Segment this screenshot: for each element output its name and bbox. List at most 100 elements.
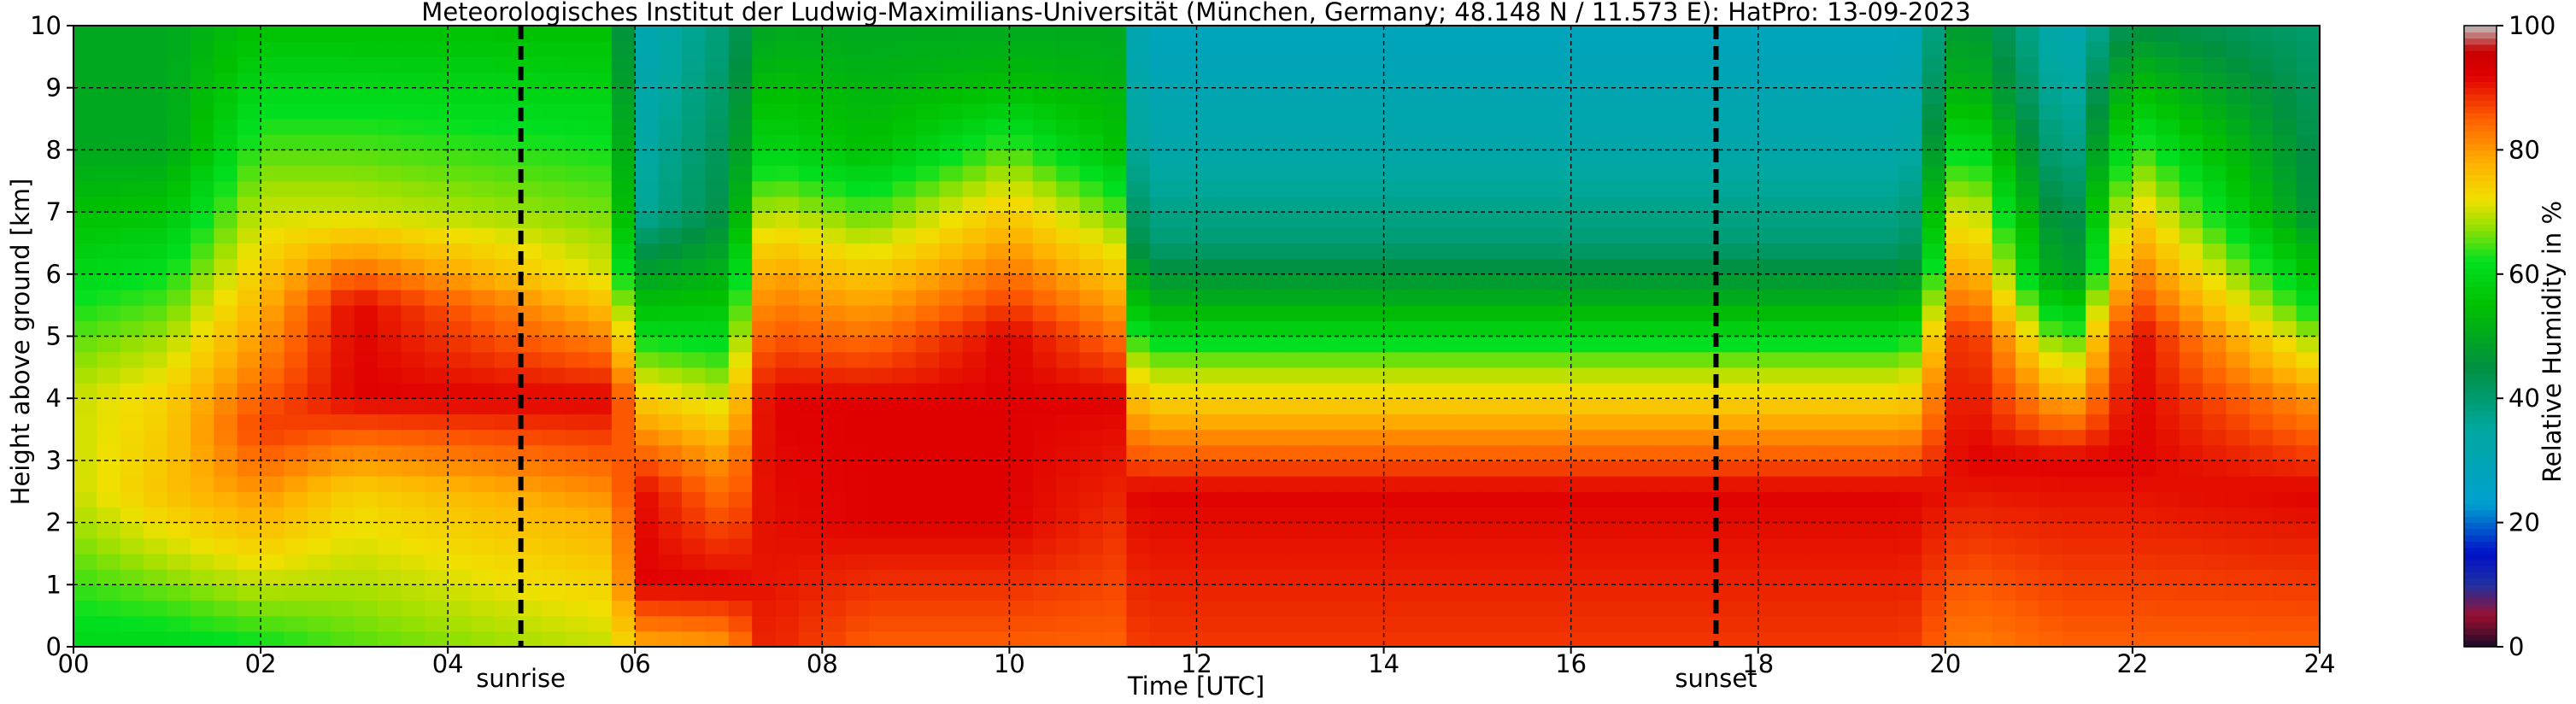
heatmap-cell (635, 165, 660, 182)
heatmap-cell (588, 569, 613, 585)
heatmap-cell (705, 444, 730, 461)
heatmap-cell (1430, 56, 1455, 73)
heatmap-cell (2086, 103, 2110, 120)
heatmap-cell (1570, 56, 1595, 73)
heatmap-cell (1547, 273, 1572, 290)
heatmap-cell (845, 522, 870, 539)
heatmap-cell (1945, 165, 1969, 182)
heatmap-cell (190, 41, 214, 57)
heatmap-cell (635, 103, 660, 120)
heatmap-cell (1313, 72, 1338, 89)
heatmap-cell (2132, 180, 2156, 197)
heatmap-cell (354, 336, 378, 353)
heatmap-cell (1687, 165, 1712, 182)
heatmap-cell (1875, 196, 1899, 213)
heatmap-cell (541, 150, 566, 167)
heatmap-cell (986, 196, 1011, 213)
heatmap-cell (331, 72, 355, 89)
heatmap-cell (518, 491, 543, 508)
heatmap-cell (1360, 476, 1385, 492)
heatmap-cell (2062, 522, 2086, 539)
heatmap-cell (1009, 212, 1034, 228)
heatmap-cell (2109, 600, 2133, 617)
heatmap-cell (1640, 522, 1665, 539)
heatmap-cell (1056, 414, 1081, 431)
heatmap-cell (237, 72, 261, 89)
heatmap-cell (518, 507, 543, 524)
heatmap-cell (2296, 522, 2321, 539)
heatmap-cell (658, 414, 683, 431)
heatmap-cell (1102, 320, 1127, 337)
heatmap-cell (752, 258, 777, 275)
heatmap-cell (1969, 243, 1993, 260)
heatmap-cell (1992, 165, 2016, 182)
heatmap-cell (1430, 429, 1455, 446)
heatmap-cell (97, 87, 121, 104)
heatmap-cell (1523, 351, 1548, 368)
heatmap-cell (1313, 180, 1338, 197)
heatmap-cell (261, 119, 285, 135)
x-tick-label: 08 (807, 649, 838, 678)
heatmap-cell (1594, 600, 1619, 617)
heatmap-cell (2179, 444, 2203, 461)
colorbar-segment (2464, 460, 2497, 467)
heatmap-cell (1243, 476, 1268, 492)
heatmap-cell (1851, 212, 1876, 228)
heatmap-cell (1570, 165, 1595, 182)
heatmap-cell (1149, 383, 1174, 399)
heatmap-cell (2296, 289, 2321, 306)
heatmap-cell (378, 429, 402, 446)
heatmap-cell (1945, 26, 1969, 42)
heatmap-cell (144, 289, 168, 306)
heatmap-cell (73, 243, 97, 260)
heatmap-cell (307, 56, 332, 73)
heatmap-cell (518, 351, 543, 368)
heatmap-cell (1757, 600, 1782, 617)
heatmap-cell (1079, 103, 1104, 120)
heatmap-cell (261, 615, 285, 632)
heatmap-cell (2249, 414, 2274, 431)
heatmap-cell (190, 336, 214, 353)
heatmap-cell (1828, 383, 1852, 399)
heatmap-cell (798, 41, 823, 57)
heatmap-cell (1547, 476, 1572, 492)
heatmap-cell (1523, 305, 1548, 321)
heatmap-cell (120, 56, 144, 73)
heatmap-cell (214, 258, 238, 275)
heatmap-cell (401, 305, 425, 321)
heatmap-cell (1313, 227, 1338, 244)
heatmap-cell (1266, 212, 1291, 228)
heatmap-cell (261, 227, 285, 244)
heatmap-cell (2039, 273, 2063, 290)
heatmap-cell (2156, 444, 2180, 461)
heatmap-cell (1523, 398, 1548, 414)
heatmap-cell (915, 491, 940, 508)
heatmap-cell (1102, 367, 1127, 384)
heatmap-cell (635, 196, 660, 213)
heatmap-cell (588, 180, 613, 197)
heatmap-cell (635, 119, 660, 135)
heatmap-cell (73, 56, 97, 73)
heatmap-cell (284, 56, 308, 73)
heatmap-cell (448, 522, 472, 539)
heatmap-cell (1079, 414, 1104, 431)
heatmap-cell (682, 398, 707, 414)
heatmap-cell (97, 227, 121, 244)
colorbar-segment (2464, 261, 2497, 269)
heatmap-cell (120, 180, 144, 197)
heatmap-cell (1523, 522, 1548, 539)
heatmap-cell (494, 631, 519, 648)
heatmap-cell (1757, 41, 1782, 57)
heatmap-cell (2109, 336, 2133, 353)
heatmap-cell (2249, 212, 2274, 228)
heatmap-cell (565, 351, 590, 368)
heatmap-cell (752, 460, 777, 477)
heatmap-cell (2203, 600, 2227, 617)
heatmap-cell (214, 212, 238, 228)
heatmap-cell (2249, 460, 2274, 477)
heatmap-cell (378, 72, 402, 89)
heatmap-cell (401, 56, 425, 73)
heatmap-cell (2132, 491, 2156, 508)
heatmap-cell (2179, 398, 2203, 414)
heatmap-cell (1196, 150, 1221, 167)
